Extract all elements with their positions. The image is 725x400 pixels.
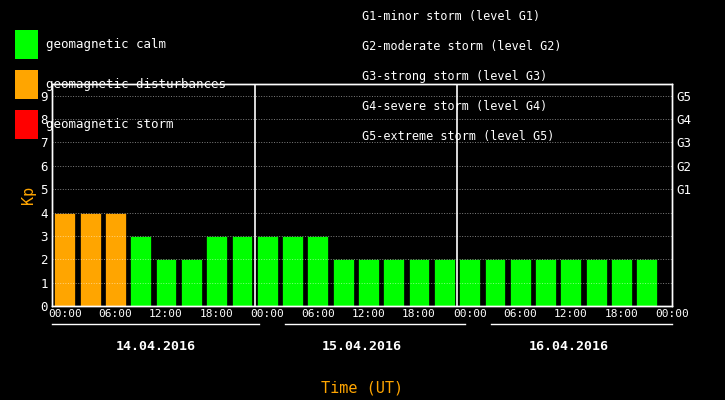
- Bar: [207, 236, 227, 306]
- Text: Time (UT): Time (UT): [321, 380, 404, 395]
- Text: geomagnetic calm: geomagnetic calm: [46, 38, 167, 51]
- Bar: [434, 259, 455, 306]
- Bar: [105, 212, 126, 306]
- Bar: [611, 259, 632, 306]
- Bar: [257, 236, 278, 306]
- Bar: [307, 236, 328, 306]
- Text: G2-moderate storm (level G2): G2-moderate storm (level G2): [362, 40, 562, 53]
- Bar: [460, 259, 480, 306]
- Text: 16.04.2016: 16.04.2016: [529, 340, 609, 353]
- Bar: [130, 236, 151, 306]
- Y-axis label: Kp: Kp: [21, 186, 36, 204]
- Text: geomagnetic storm: geomagnetic storm: [46, 118, 174, 131]
- Bar: [358, 259, 379, 306]
- Text: 15.04.2016: 15.04.2016: [322, 340, 402, 353]
- Bar: [80, 212, 101, 306]
- Text: G5-extreme storm (level G5): G5-extreme storm (level G5): [362, 130, 555, 143]
- Bar: [586, 259, 607, 306]
- Bar: [181, 259, 202, 306]
- Bar: [156, 259, 176, 306]
- Bar: [560, 259, 581, 306]
- Text: G3-strong storm (level G3): G3-strong storm (level G3): [362, 70, 548, 83]
- Bar: [535, 259, 556, 306]
- Bar: [484, 259, 505, 306]
- Bar: [637, 259, 657, 306]
- Bar: [510, 259, 531, 306]
- Bar: [409, 259, 429, 306]
- Bar: [384, 259, 404, 306]
- Text: G1-minor storm (level G1): G1-minor storm (level G1): [362, 10, 541, 23]
- Bar: [333, 259, 354, 306]
- Bar: [54, 212, 75, 306]
- Text: geomagnetic disturbances: geomagnetic disturbances: [46, 78, 226, 91]
- Bar: [282, 236, 303, 306]
- Text: G4-severe storm (level G4): G4-severe storm (level G4): [362, 100, 548, 113]
- Text: 14.04.2016: 14.04.2016: [115, 340, 196, 353]
- Bar: [231, 236, 252, 306]
